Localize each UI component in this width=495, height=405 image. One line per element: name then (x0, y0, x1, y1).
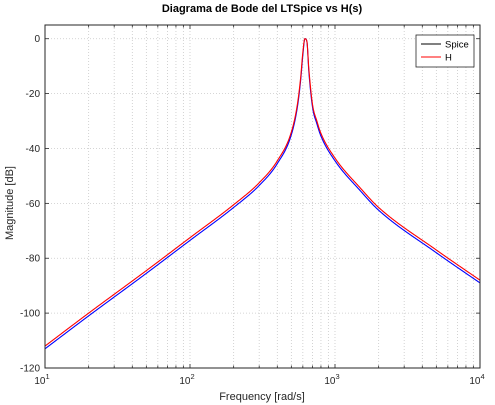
x-tick-label: 102 (179, 372, 194, 387)
x-tick-label: 103 (324, 372, 339, 387)
x-tick-label: 104 (469, 372, 484, 387)
y-tick-label: -100 (20, 309, 40, 320)
y-tick-label: 0 (34, 34, 40, 45)
x-tick-label: 101 (34, 372, 49, 387)
axis-ticks (44, 25, 480, 369)
legend-label: H (445, 53, 452, 64)
y-axis-label: Magnitude [dB] (4, 166, 16, 240)
legend-box (415, 34, 475, 68)
chart-title: Diagrama de Bode del LTSpice vs H(s) (162, 3, 363, 15)
legend-label: Spice (445, 40, 469, 51)
y-tick-label: -60 (26, 199, 41, 210)
series-line-h (44, 38, 481, 347)
x-axis-label: Frequency [rad/s] (219, 391, 305, 403)
y-tick-label: -80 (26, 254, 41, 265)
series-lines (44, 38, 481, 350)
legend: Spice H (415, 34, 475, 68)
grid (44, 25, 481, 369)
plot-frame (44, 24, 481, 369)
y-tick-label: -40 (26, 144, 41, 155)
y-tick-label: -120 (20, 364, 40, 375)
y-tick-label: -20 (26, 89, 41, 100)
series-line-spice (44, 38, 481, 350)
